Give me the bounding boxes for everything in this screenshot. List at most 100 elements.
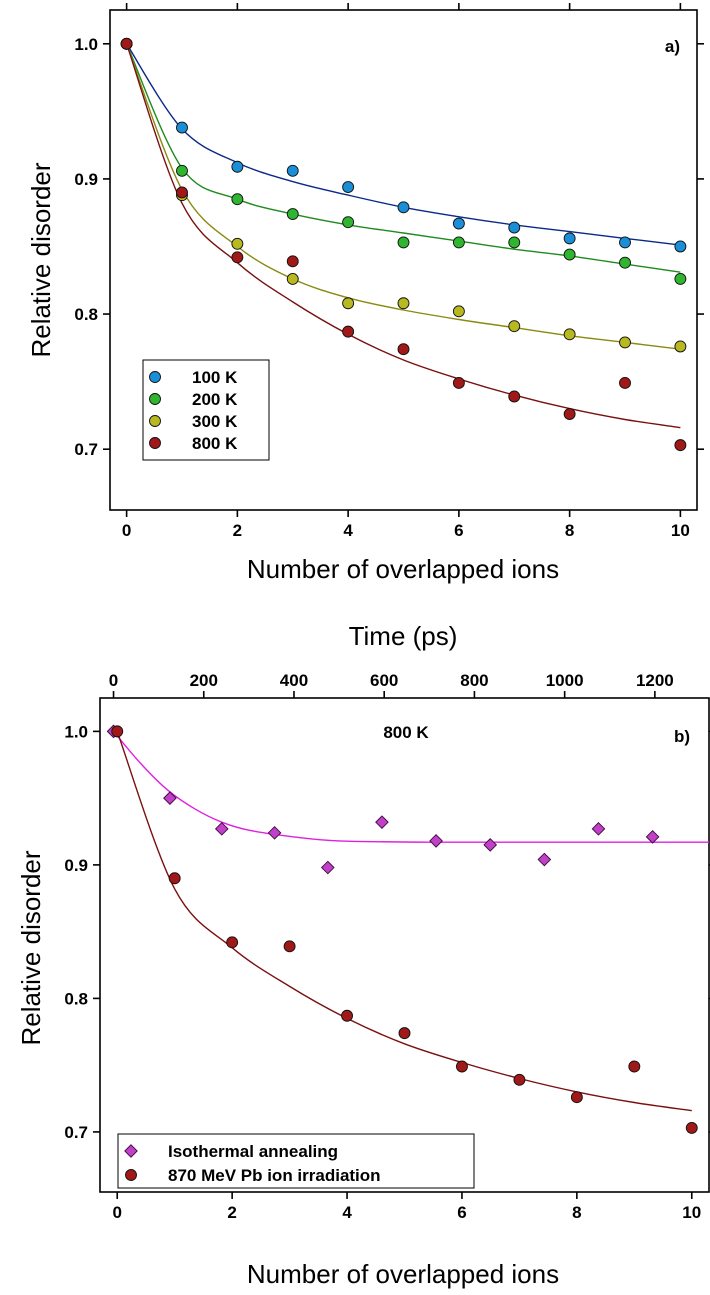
x-tick-label: 6 (454, 521, 463, 540)
data-point (342, 216, 355, 229)
data-point (397, 201, 410, 214)
x2-tick-label: 0 (109, 671, 118, 690)
data-point (508, 236, 521, 249)
data-point (342, 181, 355, 193)
data-point-irradiation (398, 1027, 411, 1040)
data-point (619, 236, 631, 249)
data-point-irradiation (283, 940, 296, 953)
x-axis-title-b: Number of overlapped ions (247, 1259, 559, 1289)
x2-tick-label: 200 (190, 671, 218, 690)
data-point (674, 340, 687, 353)
legend-a: 100 K 200 K 300 K 800 K (142, 359, 270, 461)
x2-tick-label: 800 (460, 671, 488, 690)
y-tick-label: 0.7 (74, 440, 98, 459)
data-point (120, 37, 133, 50)
data-point-annealing (375, 815, 389, 830)
data-point (563, 248, 576, 261)
x2-tick-label: 1000 (546, 671, 584, 690)
legend-marker-annealing (124, 1144, 138, 1158)
x2-tick-label: 400 (280, 671, 308, 690)
data-point (452, 377, 465, 389)
legend-label: 100 K (192, 368, 238, 387)
data-point (342, 325, 355, 338)
fit-line (125, 43, 681, 429)
data-point-annealing (537, 852, 552, 867)
legend-box-b (117, 1133, 475, 1189)
legend-label-irradiation: 870 MeV Pb ion irradiation (168, 1166, 381, 1185)
legend-marker (149, 437, 161, 449)
data-point (619, 256, 631, 269)
panel-label-a: a) (665, 37, 680, 56)
x-tick-label: 10 (671, 521, 690, 540)
data-point (286, 272, 299, 285)
data-point (286, 255, 299, 268)
plot-frame-a (109, 9, 698, 511)
data-point-irradiation (341, 1009, 353, 1022)
panel-a: Relative disorder Number of overlapped i… (26, 3, 704, 584)
x-tick-label: 0 (113, 1203, 122, 1222)
y-axis-title-b: Relative disorder (16, 850, 46, 1045)
data-point-irradiation (513, 1073, 526, 1086)
fit-line (125, 43, 681, 350)
fit-line (125, 43, 681, 273)
x-tick-label: 2 (227, 1203, 236, 1222)
data-point (342, 297, 355, 310)
data-point-annealing (645, 830, 660, 844)
x2-axis-title-b: Time (ps) (349, 621, 458, 651)
x-tick-label: 0 (122, 521, 131, 540)
data-point (508, 320, 521, 333)
plot-area-b: 0 2 4 6 8 10 0.7 0.8 0.9 1.0 0 200 400 600 800 1000 1200 (64, 671, 710, 1222)
data-point (674, 240, 687, 253)
legend-marker-irradiation (125, 1169, 137, 1181)
data-point (508, 390, 521, 403)
x-tick-label: 8 (572, 1203, 581, 1222)
y-tick-label: 0.8 (64, 989, 88, 1008)
fit-line-irradiation (116, 731, 692, 1112)
data-point (397, 236, 410, 249)
x-tick-label: 8 (565, 521, 574, 540)
plot-frame-b (99, 697, 710, 1193)
data-point (231, 160, 244, 173)
data-point (231, 193, 244, 206)
data-point-irradiation (570, 1091, 583, 1104)
y-axis-title-a: Relative disorder (26, 162, 56, 357)
x-tick-label: 4 (342, 1203, 352, 1222)
data-point (674, 272, 687, 285)
x-tick-label: 6 (457, 1203, 466, 1222)
y-tick-label: 0.9 (64, 856, 88, 875)
data-point (619, 377, 631, 389)
data-point (176, 121, 188, 134)
data-point (176, 186, 188, 199)
data-point-annealing (163, 791, 177, 805)
data-point (231, 237, 244, 250)
x-tick-label: 10 (682, 1203, 701, 1222)
data-point (452, 217, 465, 230)
data-point (231, 251, 244, 264)
data-point-annealing (267, 826, 282, 840)
data-point-annealing (214, 822, 229, 836)
legend-label: 200 K (192, 390, 238, 409)
panel-label-b: b) (674, 727, 690, 746)
legend-marker (149, 393, 161, 405)
legend-marker (149, 371, 161, 383)
x2-tick-label: 1200 (636, 671, 674, 690)
data-point (674, 439, 687, 452)
data-point (397, 297, 410, 310)
data-point-irradiation (628, 1060, 641, 1073)
panel-b: Time (ps) Relative disorder Number of ov… (16, 621, 710, 1289)
fit-line (126, 43, 681, 246)
legend-label-annealing: Isothermal annealing (168, 1142, 338, 1161)
data-point (508, 221, 521, 234)
data-point-irradiation (168, 872, 181, 885)
x2-tick-label: 600 (370, 671, 398, 690)
data-point-annealing (591, 822, 606, 836)
data-point (452, 236, 465, 249)
data-point-annealing (483, 838, 498, 852)
data-point (452, 305, 465, 318)
data-point-irradiation (226, 936, 239, 949)
data-point (563, 328, 576, 341)
legend-box-a (142, 359, 270, 461)
data-point (563, 232, 576, 245)
data-point (619, 336, 631, 349)
